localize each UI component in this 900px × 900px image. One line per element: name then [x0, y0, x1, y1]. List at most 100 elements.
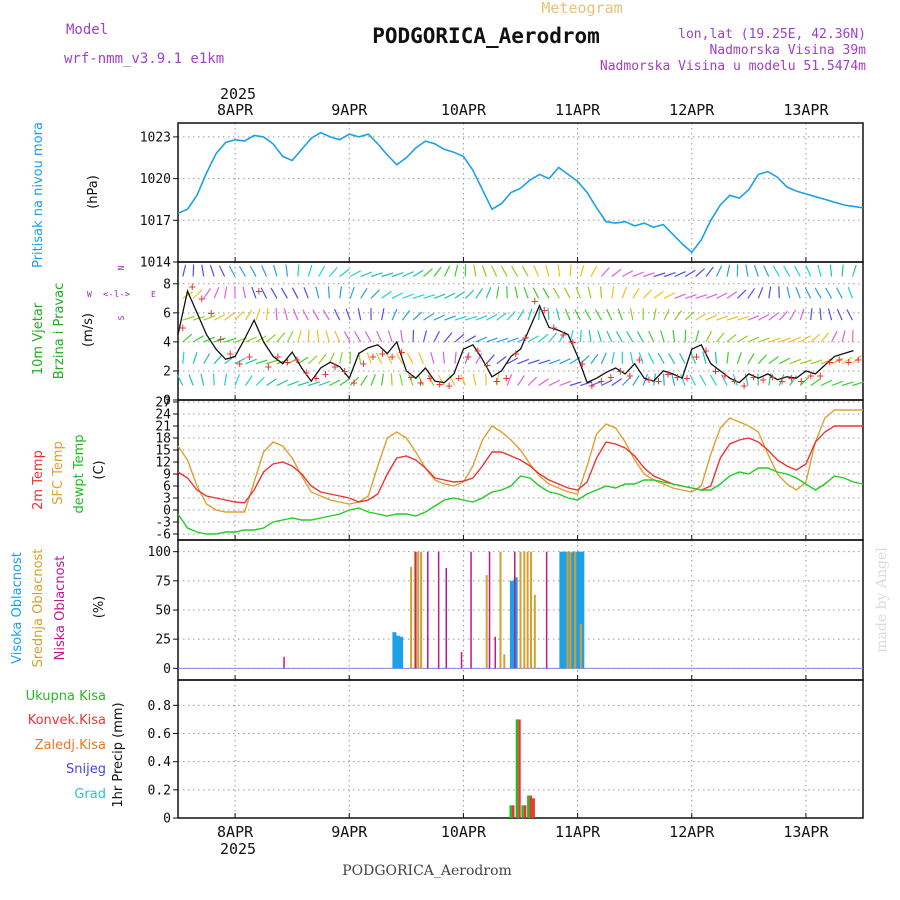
wind-arrow [442, 351, 445, 364]
wind-arrow [203, 315, 216, 321]
wind-arrow [606, 330, 613, 343]
wind-arrow [423, 313, 434, 321]
wind-arrow [547, 308, 550, 321]
wind-arrow [412, 311, 423, 321]
temp-2m-line [177, 425, 863, 504]
wind-arrow [810, 359, 823, 365]
wind-arrow [831, 358, 843, 365]
gust-marker: + [246, 349, 253, 363]
wind-arrow [671, 373, 676, 386]
wind-speed-line [177, 289, 854, 384]
wind-arrow [615, 331, 623, 343]
gust-marker: + [388, 349, 395, 363]
wind-arrow [597, 330, 602, 343]
wind-arrow [475, 315, 488, 321]
cloud-bar [519, 551, 522, 669]
wind-arrow [275, 308, 278, 321]
wind-arrow [472, 373, 477, 386]
wind-arrow [789, 336, 802, 343]
wind-arrow [370, 289, 380, 299]
wind-arrow [587, 286, 592, 299]
wind-arrow [511, 265, 519, 277]
gust-marker: + [341, 364, 348, 378]
pressure-ytick-label: 1023 [140, 130, 171, 145]
wind-arrow [768, 286, 772, 299]
gust-marker: + [750, 370, 757, 384]
wind-arrow [412, 329, 415, 342]
gust-marker: + [426, 371, 433, 385]
pressure-title: Pritisak na nivou mora [31, 122, 46, 268]
gust-marker: + [360, 357, 367, 371]
wind-arrow [203, 353, 211, 364]
bottom-day-label: 11APR [555, 823, 601, 841]
wind-arrow [433, 330, 440, 343]
wind-arrow [744, 373, 749, 386]
wind-arrow [684, 311, 695, 321]
gust-marker: + [265, 360, 272, 374]
wind-arrow [283, 308, 288, 321]
wind-arrow [292, 308, 299, 321]
gust-marker: + [645, 373, 652, 387]
cloud-bar [509, 580, 514, 669]
compass-cross: <-l-> [103, 290, 131, 300]
wind-arrow [705, 331, 713, 343]
bottom-day-label: 13APR [783, 823, 829, 841]
wind-arrow [527, 335, 539, 343]
bottom-day-label: 12APR [669, 823, 715, 841]
cloud-title-mid: Srednja Oblacnost [31, 549, 46, 668]
wind-arrow [402, 293, 414, 299]
wind-arrow [820, 379, 833, 387]
cloud-ytick-label: 0 [163, 662, 171, 677]
wind-arrow [611, 351, 615, 364]
pressure-line [177, 131, 864, 254]
wind-arrow [559, 380, 572, 387]
wind-ytick-label: 6 [163, 306, 171, 321]
wind-arrow [579, 355, 590, 365]
gust-marker: + [740, 379, 747, 393]
wind-arrow [507, 337, 519, 343]
wind-arrow [345, 308, 351, 321]
wind-arrow [747, 288, 756, 299]
wind-arrow [527, 308, 533, 321]
wind-arrow [538, 333, 549, 343]
gust-marker: + [769, 370, 776, 384]
wind-arrow [778, 374, 785, 386]
wind-arrow [642, 373, 648, 386]
wind-arrow [638, 352, 644, 364]
wind-arrow [601, 379, 613, 387]
wind-arrow [209, 264, 215, 277]
wind-arrow [318, 265, 326, 277]
cloud-bar [503, 654, 506, 669]
wind-arrow [381, 272, 394, 278]
wind-arrow [745, 264, 749, 277]
wind-arrow [606, 309, 613, 321]
wind-arrow [847, 286, 854, 299]
compass-west: W [87, 290, 92, 299]
gust-marker: + [560, 328, 567, 342]
pressure-frame [177, 122, 864, 263]
cloud-bar [569, 551, 572, 669]
wind-arrow [391, 272, 404, 278]
cloud-bar [410, 566, 413, 669]
wind-arrow [736, 352, 742, 364]
model-elevation-label: Nadmorska Visina u modelu 51.5474m [600, 59, 866, 74]
wind-arrow [506, 357, 519, 365]
wind-arrow [176, 374, 184, 386]
temp-title-dewpt: dewpt Temp [72, 434, 87, 513]
wind-arrow [334, 330, 341, 343]
cloud-bar [427, 551, 429, 669]
precip-bar [509, 805, 512, 818]
wind-arrow [664, 272, 676, 278]
wind-arrow [255, 308, 261, 321]
wind-arrow [427, 374, 435, 386]
wind-ytick-label: 4 [163, 335, 171, 350]
wind-arrow [443, 332, 453, 343]
temp-frame [177, 399, 864, 541]
wind-arrow [245, 358, 257, 365]
wind-arrow [517, 309, 525, 321]
gust-marker: + [607, 370, 614, 384]
cloud-bar [445, 568, 447, 669]
wind-arrow [611, 286, 615, 299]
temp-ytick-label: 6 [163, 480, 171, 495]
gust-marker: + [855, 352, 862, 366]
